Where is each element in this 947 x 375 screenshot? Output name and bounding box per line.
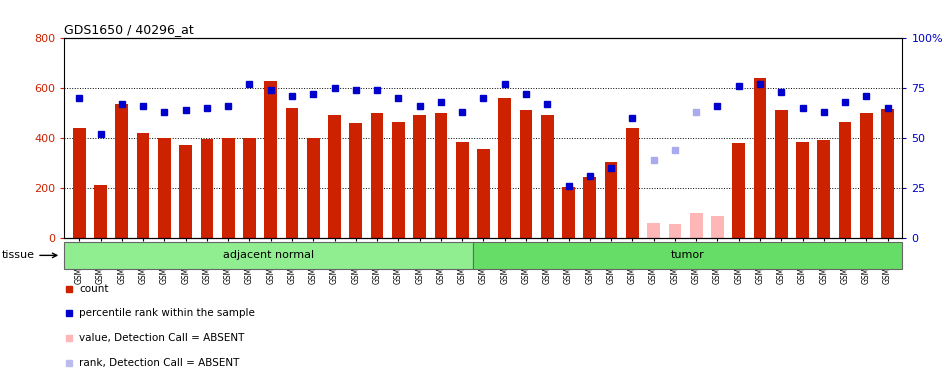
Bar — [329, 115, 341, 238]
Bar — [754, 78, 766, 238]
Bar — [817, 140, 831, 238]
Text: adjacent normal: adjacent normal — [223, 251, 314, 260]
Bar — [732, 143, 745, 238]
Bar — [307, 138, 320, 238]
Bar — [541, 115, 554, 238]
Bar — [647, 223, 660, 238]
Bar — [775, 110, 788, 238]
Bar — [73, 128, 85, 238]
Bar — [839, 122, 851, 238]
Bar — [520, 110, 532, 238]
Bar — [669, 224, 681, 238]
Bar — [64, 242, 473, 269]
Bar — [626, 128, 638, 238]
Bar — [158, 138, 170, 238]
Bar — [882, 109, 894, 238]
Bar — [796, 142, 809, 238]
Bar — [179, 146, 192, 238]
Bar — [583, 177, 597, 238]
Text: rank, Detection Call = ABSENT: rank, Detection Call = ABSENT — [79, 358, 240, 368]
Bar — [201, 139, 213, 238]
Bar — [711, 216, 724, 238]
Bar — [286, 108, 298, 238]
Text: value, Detection Call = ABSENT: value, Detection Call = ABSENT — [79, 333, 244, 343]
Text: GDS1650 / 40296_at: GDS1650 / 40296_at — [64, 23, 194, 36]
Text: tissue: tissue — [1, 251, 57, 260]
Bar — [605, 162, 617, 238]
Bar — [860, 113, 873, 238]
Bar — [264, 81, 277, 238]
Bar — [435, 113, 447, 238]
Bar — [116, 104, 128, 238]
Text: count: count — [79, 284, 109, 294]
Bar — [136, 133, 150, 238]
Bar — [563, 187, 575, 238]
Bar — [498, 98, 511, 238]
Text: tumor: tumor — [670, 251, 705, 260]
Bar — [94, 186, 107, 238]
Bar — [689, 213, 703, 238]
Bar — [473, 242, 902, 269]
Bar — [477, 149, 490, 238]
Bar — [456, 142, 469, 238]
Bar — [392, 122, 404, 238]
Bar — [413, 115, 426, 238]
Bar — [349, 123, 362, 238]
Bar — [243, 138, 256, 238]
Text: percentile rank within the sample: percentile rank within the sample — [79, 308, 255, 318]
Bar — [222, 138, 235, 238]
Bar — [370, 113, 384, 238]
